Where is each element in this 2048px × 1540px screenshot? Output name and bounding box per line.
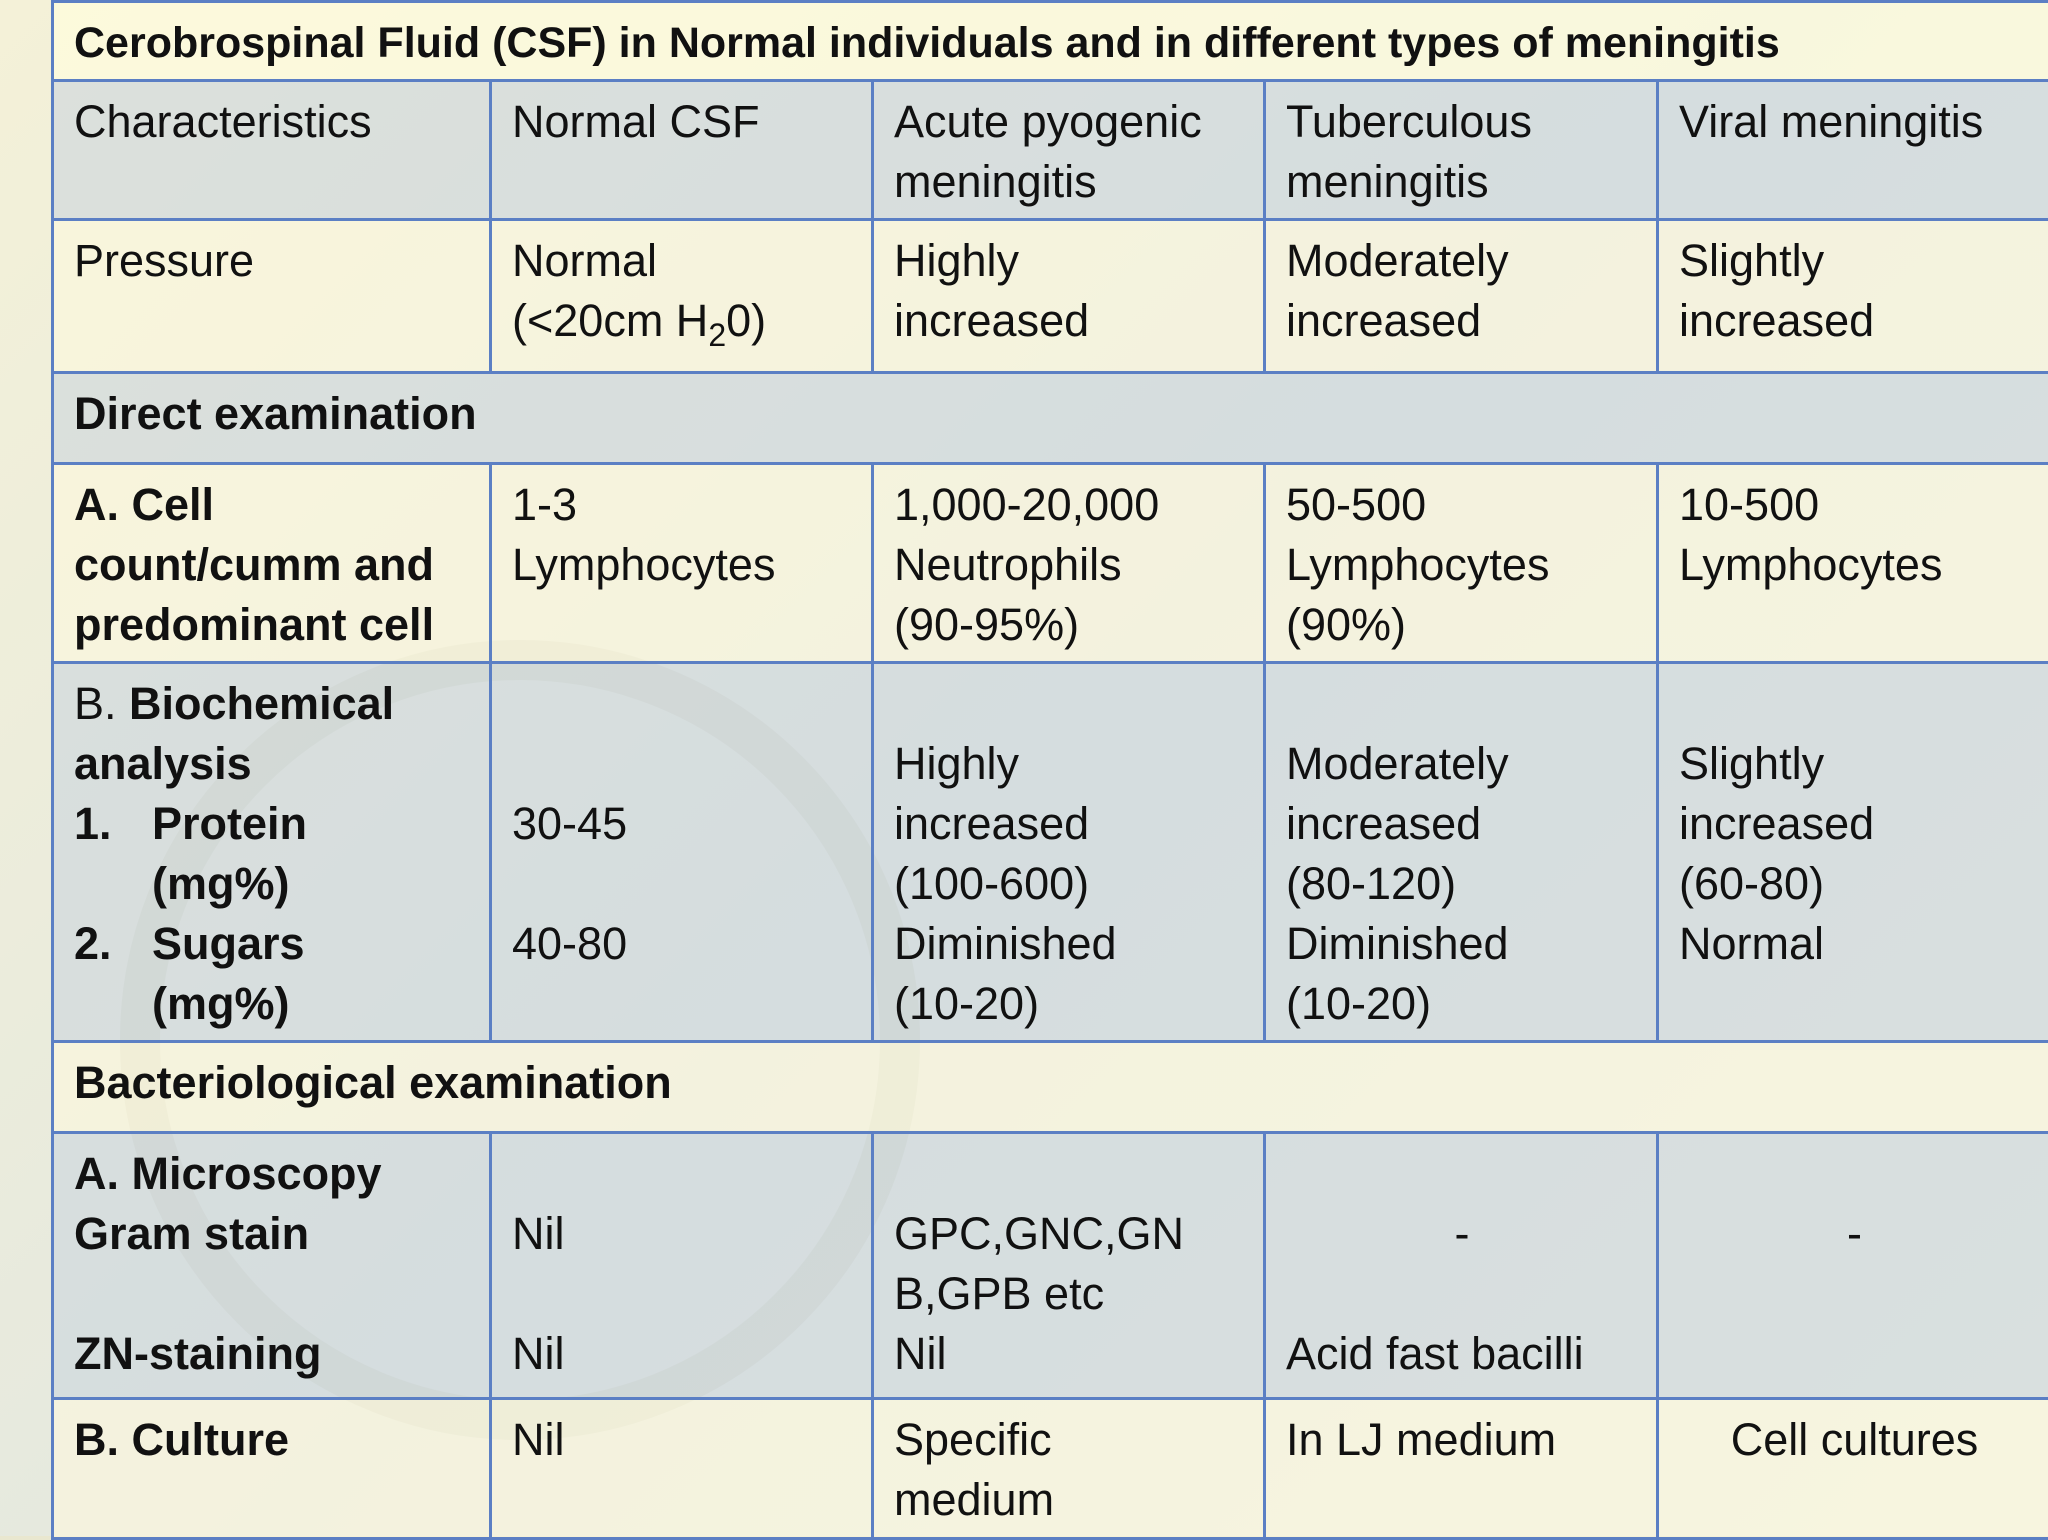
header-row: Characteristics Normal CSF Acute pyogeni… <box>53 81 2048 220</box>
csf-table: Cerobrospinal Fluid (CSF) in Normal indi… <box>51 0 2048 1540</box>
microscopy-normal: Nil Nil <box>491 1133 873 1399</box>
biochem-normal: 30-45 40-80 <box>491 663 873 1042</box>
pressure-label: Pressure <box>53 220 491 373</box>
microscopy-viral: - <box>1658 1133 2048 1399</box>
section-bact-row: Bacteriological examination <box>53 1042 2048 1133</box>
culture-tb: In LJ medium <box>1265 1399 1658 1539</box>
header-viral: Viral meningitis <box>1658 81 2048 220</box>
section-bacteriological-examination: Bacteriological examination <box>53 1042 2048 1133</box>
microscopy-tb: - Acid fast bacilli <box>1265 1133 1658 1399</box>
section-direct-examination: Direct examination <box>53 373 2048 464</box>
microscopy-label: A. Microscopy Gram stain ZN-staining <box>53 1133 491 1399</box>
table-title: Cerobrospinal Fluid (CSF) in Normal indi… <box>53 2 2048 81</box>
biochem-row: B. Biochemical analysis 1.Protein (mg%) … <box>53 663 2048 1042</box>
header-characteristics: Characteristics <box>53 81 491 220</box>
biochem-label: B. Biochemical analysis 1.Protein (mg%) … <box>53 663 491 1042</box>
microscopy-pyogenic: GPC,GNC,GN B,GPB etc Nil <box>873 1133 1265 1399</box>
biochem-pyogenic: Highly increased (100-600) Diminished (1… <box>873 663 1265 1042</box>
microscopy-row: A. Microscopy Gram stain ZN-staining Nil… <box>53 1133 2048 1399</box>
header-normal-csf: Normal CSF <box>491 81 873 220</box>
biochem-viral: Slightly increased (60-80) Normal <box>1658 663 2048 1042</box>
table-title-row: Cerobrospinal Fluid (CSF) in Normal indi… <box>53 2 2048 81</box>
culture-label: B. Culture <box>53 1399 491 1539</box>
section-direct-row: Direct examination <box>53 373 2048 464</box>
culture-normal: Nil <box>491 1399 873 1539</box>
pressure-normal: Normal(<20cm H20) <box>491 220 873 373</box>
culture-viral: Cell cultures <box>1658 1399 2048 1539</box>
biochem-tb: Moderately increased (80-120) Diminished… <box>1265 663 1658 1042</box>
